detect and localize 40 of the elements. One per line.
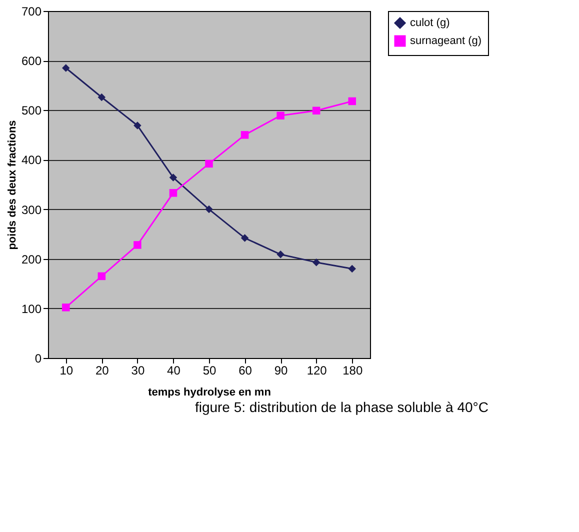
x-tick-label: 60 xyxy=(238,364,252,378)
caption: figure 5: distribution de la phase soluble à 40°C xyxy=(194,399,488,415)
y-tick-label: 700 xyxy=(21,4,42,18)
point xyxy=(134,241,142,249)
y-tick-label: 400 xyxy=(21,153,42,168)
point xyxy=(169,189,178,197)
x-tick-label: 90 xyxy=(274,364,288,378)
y-tick-label: 600 xyxy=(21,54,42,68)
point xyxy=(98,93,106,102)
x-tick-label: 180 xyxy=(342,364,363,378)
x-tick-label: 120 xyxy=(306,364,328,378)
x-tick-label: 40 xyxy=(167,364,181,378)
point xyxy=(348,97,356,106)
y-tick-label: 200 xyxy=(21,252,42,266)
x-tick-label: 50 xyxy=(202,364,216,378)
point xyxy=(240,234,249,242)
legend-label: surnageant (g) xyxy=(410,35,482,47)
point xyxy=(276,112,284,120)
x-tick-label: 10 xyxy=(60,364,74,378)
point xyxy=(276,250,284,258)
point xyxy=(312,106,320,115)
point xyxy=(169,174,178,182)
point xyxy=(62,64,70,72)
point xyxy=(240,131,249,139)
x-axis-title: temps hydrolyse en mn xyxy=(148,386,272,398)
x-tick-label: 30 xyxy=(131,364,145,378)
y-tick-label: 300 xyxy=(21,202,42,217)
x-tick-label: 20 xyxy=(95,364,110,378)
y-axis-title: poids des deux fractions xyxy=(6,120,18,250)
point xyxy=(348,264,356,273)
y-tick-label: 0 xyxy=(34,352,42,366)
point xyxy=(134,122,142,130)
point xyxy=(62,304,70,312)
point xyxy=(98,272,106,280)
point xyxy=(205,160,213,168)
point xyxy=(312,258,320,266)
legend-label: culot (g) xyxy=(410,17,450,29)
point xyxy=(205,205,213,214)
y-tick-label: 500 xyxy=(21,104,42,118)
y-tick-label: 100 xyxy=(21,302,42,316)
